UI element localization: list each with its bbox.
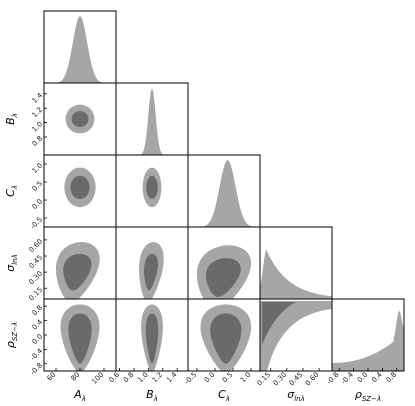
x-tick-label-C: 1.0 <box>239 371 253 385</box>
x-tick-label-B: 1.0 <box>136 371 150 385</box>
y-tick-label-rho: -0.8 <box>29 361 44 376</box>
x-tick-label-sigma: 0.15 <box>255 371 272 388</box>
contour-A-rho <box>60 304 100 371</box>
x-tick-label-A: 100 <box>90 371 105 386</box>
x-axis-label-A: Aλ <box>73 388 86 403</box>
contour-inner-C-sigma <box>205 258 241 297</box>
y-tick-label-sigma: 0.30 <box>27 270 44 287</box>
contour-inner-B-C <box>146 175 158 199</box>
contour-sigma-rho <box>260 301 332 371</box>
marginal-fill-A <box>44 16 116 83</box>
marginal-rho <box>332 310 404 371</box>
contour-C-sigma <box>196 245 251 299</box>
y-tick-label-rho: -0.4 <box>29 347 45 363</box>
contour-A-C <box>64 167 96 208</box>
y-tick-label-C: 0.0 <box>31 198 45 212</box>
contour-C-rho <box>200 304 252 371</box>
contour-A-B <box>65 104 95 134</box>
contour-inner-A-B <box>71 111 89 127</box>
x-tick-label-C: 0.5 <box>221 371 235 385</box>
x-axis-label-rho: ρSZ−λ <box>355 388 381 403</box>
contour-inner-C-rho <box>210 313 242 364</box>
x-tick-label-B: 1.2 <box>151 371 165 385</box>
x-tick-label-B: 0.6 <box>107 370 121 384</box>
contour-B-sigma <box>139 242 164 299</box>
y-tick-label-C: 0.5 <box>31 180 45 194</box>
marginal-A <box>44 16 116 83</box>
marginal-fill-B <box>116 88 188 155</box>
x-tick-label-rho: 0.4 <box>370 370 384 384</box>
marginal-fill-C <box>188 160 260 227</box>
x-axis-label-B: Bλ <box>146 388 158 403</box>
x-tick-label-rho: -0.4 <box>340 370 356 386</box>
contour-outer-sigma-rho <box>260 301 332 371</box>
x-tick-label-A: 60 <box>45 371 57 383</box>
y-tick-label-B: 1.2 <box>31 106 45 120</box>
y-axis-label-sigma: σlnλ <box>4 254 19 272</box>
marginal-fill-sigma <box>260 249 332 299</box>
contour-A-sigma <box>55 242 100 299</box>
contour-inner-A-C <box>70 175 90 199</box>
y-tick-label-rho: 0.8 <box>31 304 45 318</box>
x-axis-label-C: Cλ <box>218 388 230 403</box>
x-tick-label-rho: -0.8 <box>325 371 340 386</box>
x-tick-label-sigma: 0.30 <box>272 371 289 388</box>
y-tick-label-rho: 0.0 <box>31 333 45 347</box>
y-tick-label-B: 1.4 <box>31 91 45 105</box>
marginal-C <box>188 160 260 227</box>
contour-inner-B-rho <box>145 313 159 364</box>
y-tick-label-C: 1.0 <box>31 162 45 176</box>
contour-B-rho <box>141 304 163 371</box>
marginal-sigma <box>260 249 332 299</box>
contour-inner-sigma-rho <box>262 302 296 345</box>
y-tick-label-C: -0.5 <box>29 216 44 231</box>
x-tick-label-rho: 0.8 <box>385 371 399 385</box>
x-tick-label-C: 0.0 <box>203 371 217 385</box>
y-tick-label-rho: 0.4 <box>31 318 45 332</box>
marginal-B <box>116 88 188 155</box>
y-tick-label-B: 0.8 <box>31 135 45 149</box>
contour-inner-B-sigma <box>144 253 158 291</box>
contour-inner-A-sigma <box>63 253 92 291</box>
y-tick-label-sigma: 0.15 <box>27 286 44 303</box>
y-tick-label-B: 1.0 <box>31 120 45 134</box>
y-tick-label-sigma: 0.60 <box>27 237 44 254</box>
y-axis-label-B: Bλ <box>4 113 19 125</box>
x-tick-label-B: 1.4 <box>165 370 179 384</box>
y-tick-label-sigma: 0.45 <box>27 254 44 271</box>
y-axis-label-C: Cλ <box>4 185 19 197</box>
x-tick-label-C: -0.5 <box>183 371 198 386</box>
x-tick-label-A: 80 <box>69 371 81 383</box>
x-axis-label-sigma: σlnλ <box>287 388 305 403</box>
x-tick-label-rho: 0.0 <box>356 371 370 385</box>
x-tick-label-sigma: 0.60 <box>304 371 321 388</box>
y-axis-label-rho: ρSZ−λ <box>4 322 19 348</box>
contour-B-C <box>142 167 162 208</box>
x-tick-label-B: 0.8 <box>122 371 136 385</box>
contour-inner-A-rho <box>68 313 92 364</box>
x-tick-label-sigma: 0.45 <box>288 371 305 388</box>
marginal-fill-rho <box>332 310 404 371</box>
